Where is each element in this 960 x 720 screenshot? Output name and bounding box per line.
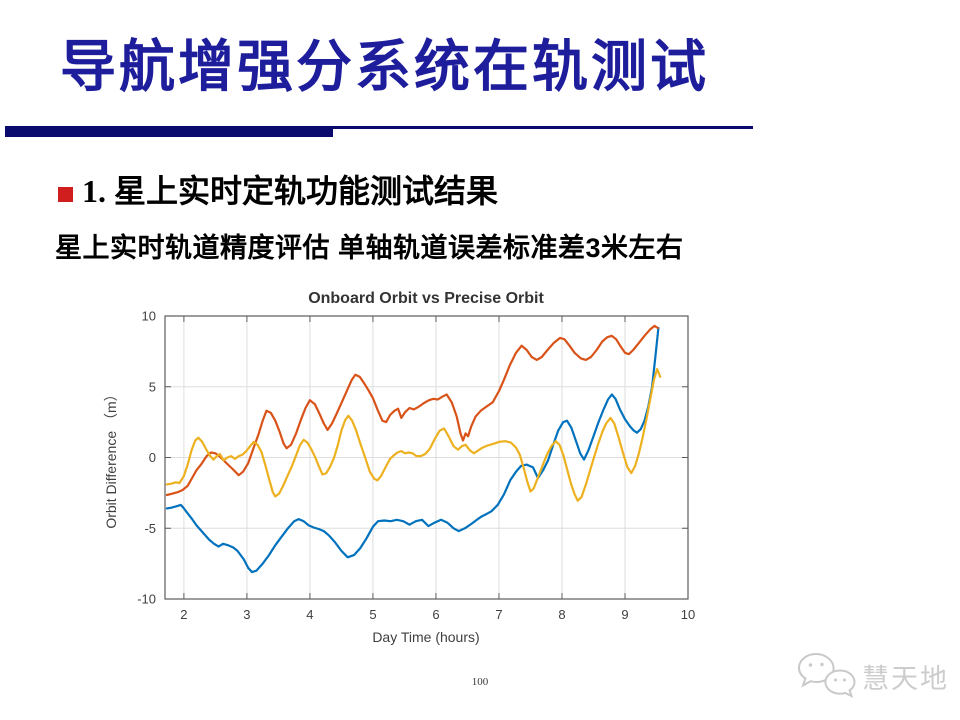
y-tick-label: -10	[137, 592, 156, 607]
subtitle-text: 星上实时轨道精度评估 单轴轨道误差标准差3米左右	[55, 233, 684, 263]
page-title: 导航增强分系统在轨测试	[60, 37, 709, 99]
x-tick-label: 9	[621, 607, 628, 622]
title-rule-thin	[333, 126, 753, 129]
chart-y-axis-label: Orbit Difference （m）	[103, 387, 119, 528]
watermark-text: 慧天地	[862, 663, 949, 694]
bullet-heading: 1. 星上实时定轨功能测试结果	[82, 173, 499, 209]
chart-plot-area: 2 3 4 5 6 7 8 9 10 -10 -5 0 5 10	[137, 309, 695, 623]
y-tick-label: 5	[149, 379, 156, 394]
chart-title: Onboard Orbit vs Precise Orbit	[308, 290, 544, 307]
title-rule-thick	[5, 126, 333, 137]
page-number: 100	[471, 676, 489, 688]
x-tick-label: 10	[681, 607, 695, 622]
watermark: 慧天地	[795, 650, 949, 702]
x-tick-label: 8	[558, 607, 565, 622]
series-line-yellow	[165, 367, 662, 502]
y-tick-label: -5	[144, 521, 156, 536]
x-tick-label: 5	[369, 607, 376, 622]
x-tick-label: 6	[432, 607, 439, 622]
x-tick-label: 7	[495, 607, 502, 622]
bullet-marker	[58, 187, 73, 202]
y-tick-label: 0	[149, 450, 156, 465]
chart-x-axis-label: Day Time (hours)	[372, 629, 479, 645]
x-tick-label: 2	[180, 607, 187, 622]
x-tick-label: 3	[243, 607, 250, 622]
orbit-difference-chart: 2 3 4 5 6 7 8 9 10 -10 -5 0 5 10 Onboard Orbit vs Pre…	[103, 290, 695, 645]
series-line-orange	[165, 324, 659, 497]
chat-bubbles-icon	[797, 652, 856, 698]
series-line-blue	[165, 326, 660, 574]
x-tick-label: 4	[306, 607, 313, 622]
y-tick-label: 10	[142, 309, 156, 324]
